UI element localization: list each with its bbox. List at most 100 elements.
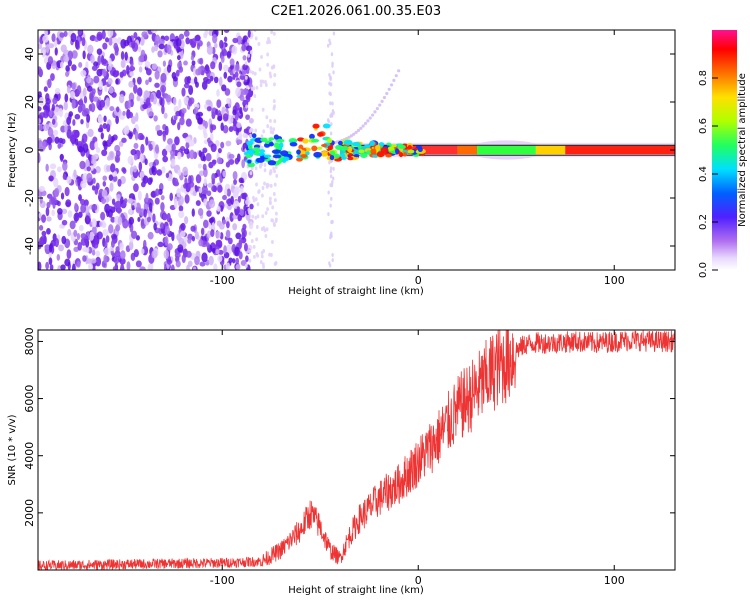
x-tick-label: -100 [210, 274, 235, 287]
noise-blob [223, 71, 228, 79]
noise-blob [170, 158, 176, 167]
noise-blob [82, 142, 89, 153]
noise-blob [264, 211, 268, 216]
noise-blob [151, 46, 155, 53]
noise-blob [102, 175, 108, 181]
noise-blob [214, 42, 218, 49]
noise-blob [108, 224, 114, 234]
noise-blob [269, 169, 273, 174]
tail-blob [352, 132, 356, 136]
noise-blob [58, 244, 65, 252]
noise-blob [124, 51, 128, 61]
noise-blob [269, 183, 273, 188]
noise-blob [273, 198, 277, 203]
noise-blob [211, 247, 216, 254]
noise-blob [60, 192, 65, 200]
noise-blob [331, 101, 334, 106]
onset-blob [348, 152, 353, 157]
onset-blob [380, 146, 389, 153]
colorbar-tick-label: 0.4 [698, 166, 709, 182]
noise-blob [76, 261, 81, 268]
noise-blob [96, 231, 103, 240]
noise-blob [97, 127, 104, 133]
noise-blob [330, 52, 334, 57]
noise-blob [151, 63, 158, 70]
noise-blob [100, 132, 104, 140]
noise-blob [332, 176, 335, 181]
noise-blob [244, 263, 248, 268]
noise-blob [218, 61, 223, 71]
noise-blob [175, 69, 180, 77]
noise-blob [273, 182, 277, 187]
noise-blob [148, 111, 154, 117]
noise-blob [155, 188, 160, 197]
noise-blob [178, 210, 185, 219]
onset-blob [360, 152, 368, 159]
noise-blob [200, 151, 205, 162]
noise-blob [156, 129, 163, 137]
noise-blob [72, 263, 76, 270]
noise-blob [228, 153, 235, 159]
noise-blob [164, 35, 170, 42]
noise-blob [73, 212, 80, 222]
noise-blob [242, 55, 247, 61]
noise-blob [225, 229, 231, 239]
onset-blob [339, 153, 346, 157]
tail-blob [389, 83, 394, 87]
noise-blob [234, 157, 240, 165]
noise-blob [173, 115, 178, 121]
noise-blob [129, 71, 135, 77]
noise-blob [66, 175, 72, 184]
noise-blob [71, 64, 77, 72]
carrier-segment [408, 145, 458, 155]
noise-blob [140, 143, 145, 154]
noise-blob [100, 211, 106, 221]
noise-blob [57, 143, 62, 149]
noise-blob [71, 50, 78, 59]
noise-blob [184, 216, 189, 225]
noise-blob [122, 110, 126, 116]
spectrogram-axes: -100 0 100 -40 -20 0 20 40 [23, 30, 675, 287]
noise-blob [225, 262, 231, 270]
noise-blob [45, 93, 50, 102]
noise-blob [235, 257, 240, 265]
onset-blob [347, 156, 354, 161]
noise-blob [148, 143, 153, 152]
onset-blob [317, 132, 324, 137]
noise-blob [328, 81, 331, 86]
noise-blob [46, 136, 53, 144]
noise-blob [236, 122, 242, 129]
noise-blob [61, 208, 68, 215]
noise-blob [274, 261, 278, 266]
noise-blob [46, 193, 53, 199]
noise-blob [248, 258, 252, 263]
noise-blob [332, 70, 335, 75]
noise-blob [188, 139, 195, 147]
spectrogram-panel: -100 0 100 -40 -20 0 20 40 Height of straight l… [7, 29, 676, 297]
noise-blob [103, 115, 107, 123]
noise-blob [165, 144, 172, 152]
noise-blob [120, 51, 125, 60]
noise-blob [175, 260, 181, 268]
noise-blob [235, 63, 240, 73]
noise-blob [329, 174, 333, 179]
noise-blob [180, 230, 186, 238]
tail-blob [394, 74, 398, 78]
noise-blob [173, 97, 177, 106]
noise-blob [159, 222, 165, 230]
noise-blob [163, 112, 168, 119]
noise-blob [239, 95, 245, 102]
noise-blob [48, 175, 54, 182]
noise-blob [190, 225, 196, 232]
noise-blob [232, 109, 237, 116]
noise-blob [271, 130, 275, 135]
noise-blob [210, 143, 217, 153]
noise-blob [154, 144, 160, 154]
onset-blob [246, 149, 256, 154]
noise-blob [253, 93, 257, 98]
onset-blob [246, 140, 254, 146]
noise-blob [260, 145, 264, 150]
noise-blob [250, 128, 254, 133]
noise-blob [80, 119, 84, 125]
noise-blob [128, 65, 136, 72]
